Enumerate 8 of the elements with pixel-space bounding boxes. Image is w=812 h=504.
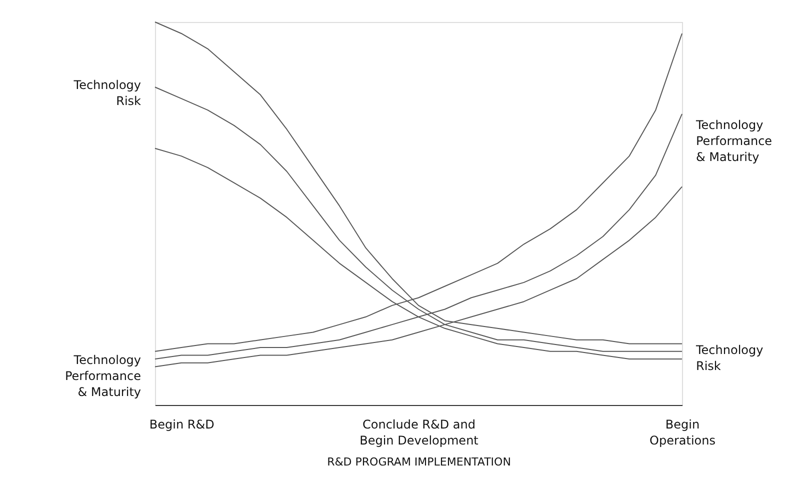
x-axis-title: R&D PROGRAM IMPLEMENTATION [327,456,511,468]
text: Technology Risk [72,78,142,108]
x-tick-label: Begin Operations [650,418,716,448]
x-tick-label: Conclude R&D and Begin Development [360,418,479,448]
text: Technology Risk [695,343,764,373]
x-tick-label: Begin R&D [149,418,214,432]
text: Technology Performance & Maturity [64,353,141,399]
text: Technology Performance & Maturity [695,118,772,164]
